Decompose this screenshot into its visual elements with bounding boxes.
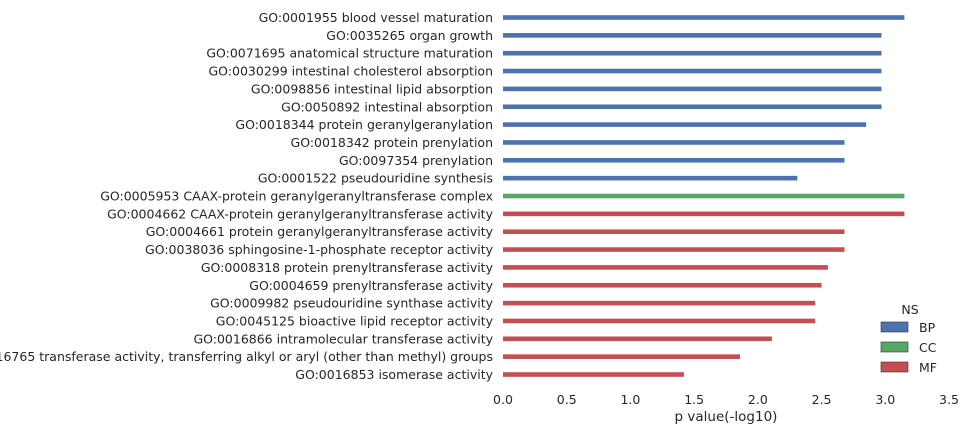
x-tick-label: 0.0	[493, 392, 513, 407]
bar-19	[503, 336, 772, 342]
category-label: GO:0045125 bioactive lipid receptor acti…	[216, 313, 494, 328]
x-axis-title: p value(-log10)	[675, 409, 778, 425]
bars-layer	[503, 15, 905, 377]
bar-21	[503, 372, 684, 377]
x-tick-label: 2.5	[812, 392, 832, 407]
bar-6	[503, 104, 882, 110]
legend-label-cc: CC	[919, 340, 937, 355]
category-label: GO:0050892 intestinal absorption	[281, 99, 493, 114]
category-label: GO:0009982 pseudouridine synthase activi…	[210, 296, 494, 311]
category-label: GO:0038036 sphingosine-1-phosphate recep…	[145, 242, 494, 257]
legend-swatch-mf	[880, 361, 909, 373]
bar-2	[503, 33, 882, 38]
category-label: GO:0004659 prenyltransferase activity	[249, 278, 493, 293]
category-label: GO:0016853 isomerase activity	[295, 367, 493, 382]
legend-title: NS	[901, 302, 918, 317]
bar-18	[503, 318, 816, 324]
bar-13	[503, 229, 845, 234]
legend-items: BP CC MF	[880, 320, 937, 375]
bar-10	[503, 175, 798, 181]
category-label: GO:0001522 pseudouridine synthesis	[258, 171, 493, 186]
category-label: GO:0018344 protein geranylgeranylation	[235, 117, 493, 132]
bar-12	[503, 211, 905, 217]
bar-4	[503, 68, 882, 74]
legend-swatch-bp	[880, 321, 909, 333]
x-tick-label: 2.0	[748, 392, 768, 407]
x-tick-label: 3.5	[939, 392, 959, 407]
legend-swatch-cc	[880, 341, 909, 353]
category-label: GO:0001955 blood vessel maturation	[259, 10, 493, 25]
category-label: GO:0016866 intramolecular transferase ac…	[193, 331, 493, 346]
legend: NS BP CC MF	[880, 302, 937, 375]
bar-9	[503, 158, 845, 163]
legend-label-bp: BP	[919, 320, 936, 335]
category-label: GO:0097354 prenylation	[339, 153, 493, 168]
category-label: GO:0018342 protein prenylation	[291, 135, 493, 150]
bar-14	[503, 247, 845, 252]
category-label: GO:0098856 intestinal lipid absorption	[251, 81, 493, 96]
category-label: GO:0071695 anatomical structure maturati…	[206, 46, 493, 61]
x-tick-label: 3.0	[875, 392, 895, 407]
bar-8	[503, 140, 845, 145]
bar-5	[503, 86, 882, 92]
bar-15	[503, 265, 828, 270]
bar-20	[503, 354, 741, 359]
x-tick-label: 1.5	[684, 392, 704, 407]
category-label: GO:0016765 transferase activity, transfe…	[0, 349, 493, 364]
legend-label-mf: MF	[919, 360, 937, 375]
bar-16	[503, 282, 822, 288]
category-label: GO:0004662 CAAX-protein geranylgeranyltr…	[107, 206, 494, 221]
category-label: GO:0004661 protein geranylgeranyltransfe…	[146, 224, 494, 239]
x-tick-label: 0.5	[557, 392, 577, 407]
bar-7	[503, 122, 867, 127]
bar-17	[503, 300, 816, 306]
category-labels: GO:0001955 blood vessel maturation GO:003…	[0, 10, 494, 382]
bar-1	[503, 15, 905, 20]
x-tick-label: 1.0	[620, 392, 640, 407]
category-label: GO:0005953 CAAX-protein geranylgeranyltr…	[100, 189, 493, 204]
category-label: GO:0035265 organ growth	[326, 28, 493, 43]
category-label: GO:0008318 protein prenyltransferase act…	[201, 260, 494, 275]
category-label: GO:0030299 intestinal cholesterol absorp…	[208, 64, 493, 79]
bar-3	[503, 50, 882, 56]
x-axis-ticks: 0.0 0.5 1.0 1.5 2.0 2.5 3.0 3.5	[493, 392, 959, 407]
bar-11	[503, 193, 905, 199]
